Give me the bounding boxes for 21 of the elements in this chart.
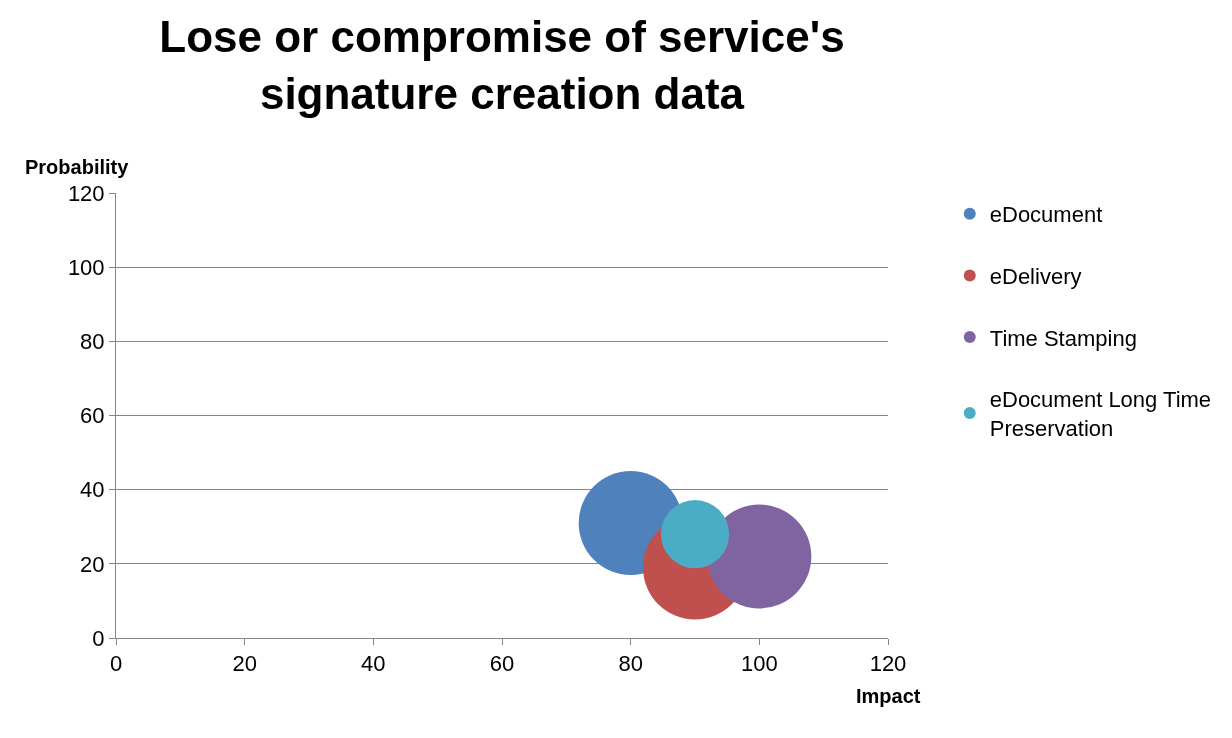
x-tick-label: 60 — [489, 651, 515, 677]
x-tick-label: 80 — [618, 651, 643, 677]
x-tick-label: 120 — [869, 651, 907, 677]
legend-label: eDelivery — [989, 263, 1082, 289]
legend-label: eDocument — [989, 202, 1103, 228]
x-tick-label: 40 — [361, 651, 386, 677]
x-tick-label: 20 — [232, 651, 257, 677]
x-tick-label: 0 — [109, 651, 123, 677]
legend-label: Time Stamping — [989, 325, 1137, 351]
legend-label: eDocument Long Time Preservation — [989, 387, 1212, 441]
y-tick-label: 100 — [67, 254, 105, 280]
x-tick-label: 100 — [740, 651, 778, 677]
x-axis-title: Impact — [856, 685, 921, 707]
y-tick-label: 120 — [67, 180, 105, 206]
y-tick-label: 80 — [80, 329, 105, 355]
y-axis-title: Probability — [25, 156, 130, 178]
chart-title: Lose or compromise of service's signature creation data — [159, 11, 845, 118]
y-tick-label: 0 — [92, 625, 105, 651]
y-tick-label: 40 — [80, 477, 105, 503]
y-tick-label: 60 — [80, 403, 105, 429]
y-tick-label: 20 — [80, 551, 105, 577]
